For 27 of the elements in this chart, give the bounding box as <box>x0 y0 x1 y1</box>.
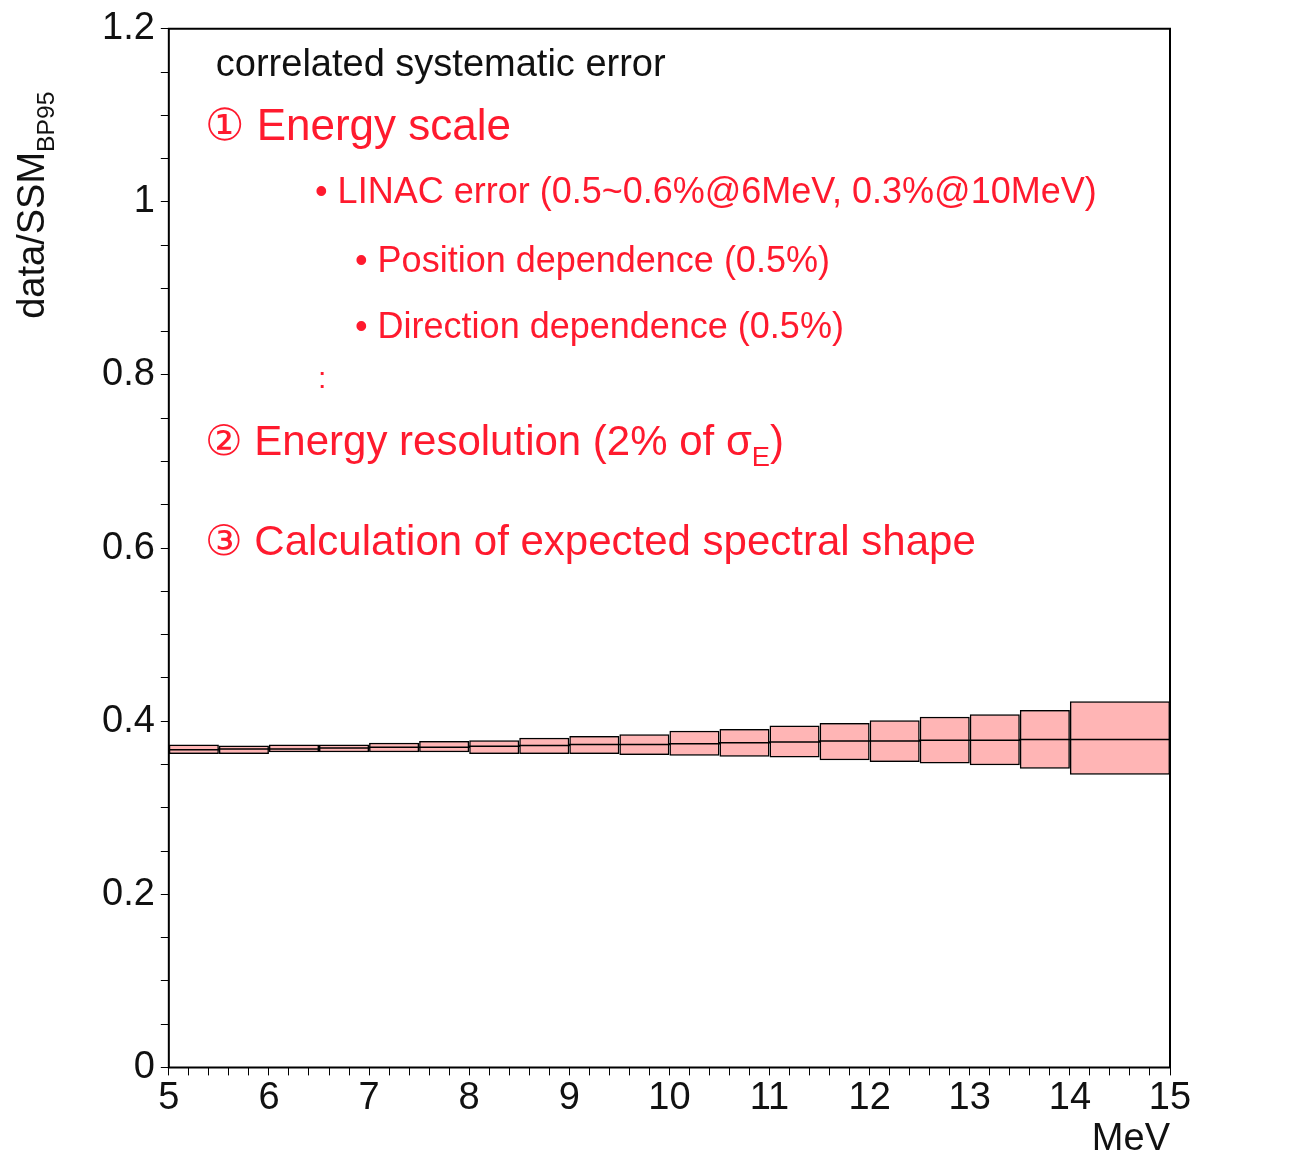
y-tick-label: 0.8 <box>102 351 155 394</box>
annotation: : <box>318 361 327 394</box>
annotation: ③ Calculation of expected spectral shape <box>205 517 976 564</box>
annotation: • Direction dependence (0.5%) <box>355 305 844 346</box>
x-tick-label: 7 <box>358 1074 380 1117</box>
x-tick-label: 10 <box>648 1074 691 1117</box>
chart-title: correlated systematic error <box>215 41 666 84</box>
y-tick-label: 1.2 <box>102 5 155 48</box>
x-tick-label: 8 <box>458 1074 480 1117</box>
y-tick-label: 0.2 <box>102 870 155 913</box>
y-tick-label: 0.4 <box>102 697 155 740</box>
y-tick-label: 1 <box>133 178 155 221</box>
x-tick-label: 6 <box>258 1074 280 1117</box>
annotation: ① Energy scale <box>205 100 512 149</box>
y-tick-label: 0.6 <box>102 524 155 567</box>
x-tick-label: 12 <box>848 1074 891 1117</box>
y-axis-title: data/SSMBP95 <box>10 91 59 319</box>
x-tick-label: 15 <box>1148 1074 1192 1117</box>
x-tick-label: 11 <box>749 1074 790 1117</box>
y-tick-label: 0 <box>133 1043 155 1086</box>
annotation: • LINAC error (0.5~0.6%@6MeV, 0.3%@10MeV) <box>315 170 1097 211</box>
x-tick-label: 5 <box>158 1074 180 1117</box>
annotation: • Position dependence (0.5%) <box>355 239 830 280</box>
x-axis-title: MeV <box>1091 1116 1171 1155</box>
x-tick-label: 14 <box>1048 1074 1092 1117</box>
x-tick-label: 9 <box>558 1074 580 1117</box>
x-tick-label: 13 <box>948 1074 991 1117</box>
